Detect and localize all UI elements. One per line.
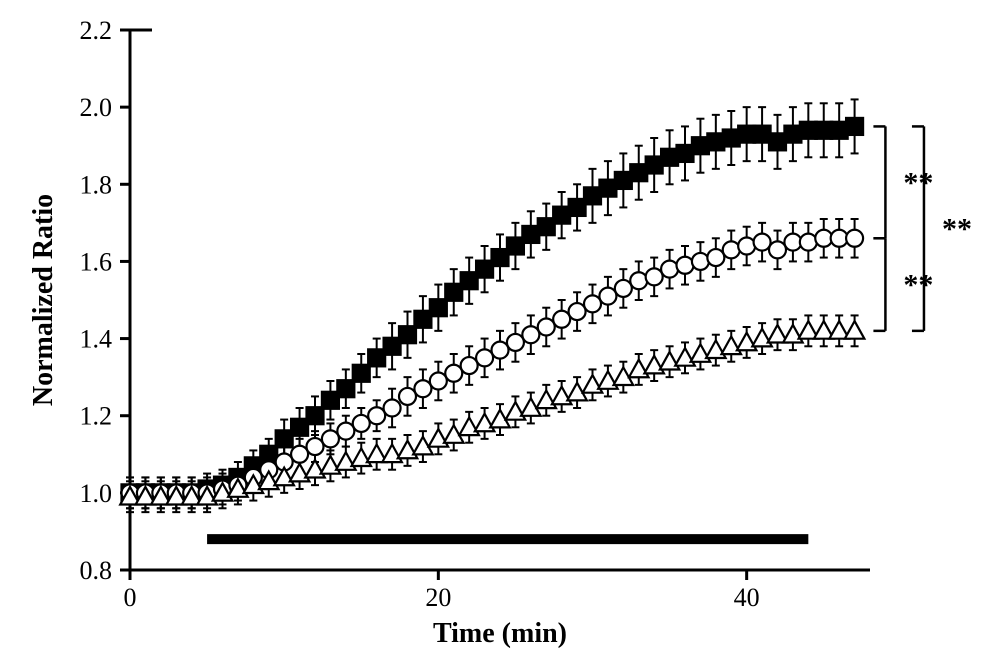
- y-tick-label: 1.8: [80, 170, 113, 199]
- x-tick-label: 40: [734, 583, 760, 612]
- marker-open-circle: [445, 365, 462, 382]
- y-tick-label: 2.0: [80, 93, 113, 122]
- chart-svg: 0.8 1.0 1.2 1.4 1.6 1.8 2.0 2.2 0 20 40 Time (min) N…: [0, 0, 1000, 671]
- marker-open-circle: [353, 415, 370, 432]
- marker-open-circle: [368, 407, 385, 424]
- y-axis-label: Normalized Ratio: [28, 194, 59, 406]
- marker-open-circle: [661, 261, 678, 278]
- marker-open-circle: [430, 373, 447, 390]
- marker-open-circle: [414, 380, 431, 397]
- marker-open-circle: [507, 334, 524, 351]
- marker-open-circle: [615, 280, 632, 297]
- marker-open-circle: [769, 241, 786, 258]
- marker-open-circle: [322, 430, 339, 447]
- marker-open-circle: [692, 253, 709, 270]
- marker-open-circle: [646, 268, 663, 285]
- marker-open-circle: [738, 238, 755, 255]
- marker-open-circle: [846, 230, 863, 247]
- marker-open-circle: [800, 234, 817, 251]
- marker-open-circle: [476, 349, 493, 366]
- y-tick-label: 0.8: [80, 556, 113, 585]
- marker-open-circle: [291, 446, 308, 463]
- marker-open-circle: [754, 234, 771, 251]
- significance-label: **: [942, 213, 972, 246]
- marker-open-circle: [569, 303, 586, 320]
- y-tick-label: 2.2: [80, 16, 113, 45]
- marker-open-circle: [584, 295, 601, 312]
- marker-open-circle: [677, 257, 694, 274]
- marker-open-circle: [538, 319, 555, 336]
- marker-open-circle: [707, 249, 724, 266]
- y-tick-label: 1.4: [80, 325, 113, 354]
- marker-open-circle: [337, 423, 354, 440]
- marker-open-circle: [522, 326, 539, 343]
- marker-open-circle: [307, 438, 324, 455]
- x-tick-label: 0: [124, 583, 137, 612]
- marker-open-circle: [384, 400, 401, 417]
- marker-open-circle: [723, 241, 740, 258]
- x-axis-label: Time (min): [433, 618, 567, 649]
- significance-label: **: [903, 269, 933, 302]
- x-tick-label: 20: [425, 583, 451, 612]
- y-tick-label: 1.6: [80, 247, 113, 276]
- significance-label: **: [903, 166, 933, 199]
- marker-open-circle: [599, 288, 616, 305]
- y-tick-label: 1.2: [80, 402, 113, 431]
- marker-open-circle: [492, 342, 509, 359]
- marker-filled-square: [846, 118, 863, 135]
- marker-open-circle: [399, 388, 416, 405]
- chart-container: 0.8 1.0 1.2 1.4 1.6 1.8 2.0 2.2 0 20 40 Time (min) N…: [0, 0, 1000, 671]
- marker-open-circle: [630, 272, 647, 289]
- marker-open-circle: [461, 357, 478, 374]
- y-tick-label: 1.0: [80, 479, 113, 508]
- marker-open-circle: [553, 311, 570, 328]
